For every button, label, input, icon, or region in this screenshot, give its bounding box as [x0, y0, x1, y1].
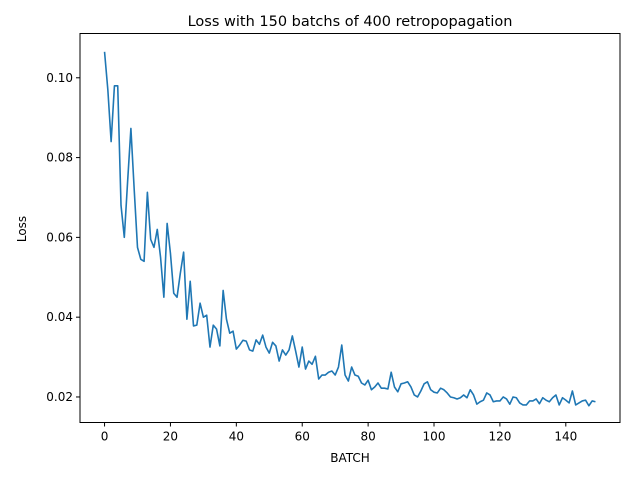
axes-frame: [79, 33, 621, 423]
x-tick-label: 40: [229, 430, 244, 444]
x-axis-ticks: 0 20 40 60 80 100 120 140: [101, 422, 577, 444]
x-tick-label: 120: [488, 430, 511, 444]
y-tick-label: 0.10: [46, 71, 73, 85]
x-tick-label: 100: [423, 430, 446, 444]
x-tick-label: 20: [163, 430, 178, 444]
y-axis-ticks: 0.02 0.04 0.06 0.08 0.10: [46, 71, 80, 404]
y-tick-label: 0.06: [46, 230, 73, 244]
chart-title: Loss with 150 batchs of 400 retropopagat…: [188, 14, 513, 30]
loss-series-line: [103, 51, 596, 407]
x-tick-label: 0: [101, 430, 109, 444]
x-tick-label: 140: [554, 430, 577, 444]
y-tick-label: 0.08: [46, 151, 73, 165]
y-tick-label: 0.04: [46, 310, 73, 324]
x-tick-label: 60: [295, 430, 310, 444]
y-tick-label: 0.02: [46, 390, 73, 404]
x-tick-label: 80: [360, 430, 375, 444]
plot-area: [103, 51, 596, 407]
x-axis-label: BATCH: [330, 451, 370, 465]
y-axis-label: Loss: [15, 216, 29, 242]
